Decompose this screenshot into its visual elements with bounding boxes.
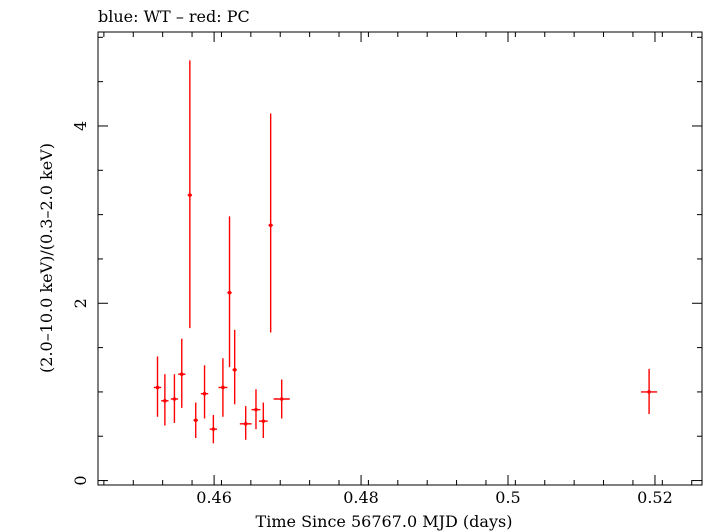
- data-point: [187, 60, 193, 329]
- point-marker: [243, 422, 248, 426]
- point-marker: [261, 419, 266, 423]
- plot-frame: [97, 31, 703, 486]
- data-point: [239, 406, 252, 440]
- data-point: [209, 414, 218, 444]
- x-axis-label: Time Since 56767.0 MJD (days): [256, 512, 513, 531]
- data-point: [178, 338, 186, 408]
- y-tick-label: 4: [71, 121, 90, 131]
- x-tick-label: 0.52: [637, 488, 673, 507]
- data-point: [193, 402, 198, 439]
- x-tick-label: 0.5: [495, 488, 520, 507]
- point-marker: [227, 290, 232, 295]
- point-marker: [202, 391, 207, 396]
- data-point: [200, 365, 209, 419]
- data-point: [153, 356, 162, 417]
- point-marker: [172, 397, 177, 401]
- point-marker: [221, 385, 225, 390]
- y-axis-ticks: 0 2 4: [71, 36, 702, 486]
- point-marker: [155, 385, 160, 390]
- point-marker: [647, 390, 651, 394]
- data-point: [273, 379, 290, 419]
- x-tick-label: 0.48: [343, 488, 379, 507]
- x-tick-label: 0.46: [196, 488, 232, 507]
- data-point: [268, 113, 273, 333]
- point-marker: [268, 223, 273, 228]
- point-marker: [232, 367, 237, 372]
- data-point: [227, 216, 232, 368]
- point-marker: [163, 398, 167, 403]
- data-point: [251, 389, 261, 430]
- data-point: [218, 358, 228, 417]
- data-point: [258, 402, 268, 439]
- data-point: [232, 329, 237, 405]
- point-marker: [188, 193, 192, 197]
- data-points: [153, 60, 658, 444]
- point-marker: [254, 407, 258, 412]
- point-marker: [279, 397, 284, 401]
- chart-title: blue: WT – red: PC: [98, 7, 250, 26]
- point-marker: [179, 372, 184, 376]
- data-point: [161, 374, 169, 426]
- data-point: [170, 374, 179, 423]
- point-marker: [211, 427, 216, 431]
- data-point: [641, 368, 658, 415]
- x-axis-ticks: 0.46 0.48 0.5 0.52: [103, 32, 693, 507]
- point-marker: [193, 418, 198, 423]
- y-tick-label: 2: [71, 298, 90, 308]
- y-axis-label: (2.0–10.0 keV)/(0.3–2.0 keV): [37, 143, 56, 373]
- y-tick-label: 0: [71, 475, 90, 485]
